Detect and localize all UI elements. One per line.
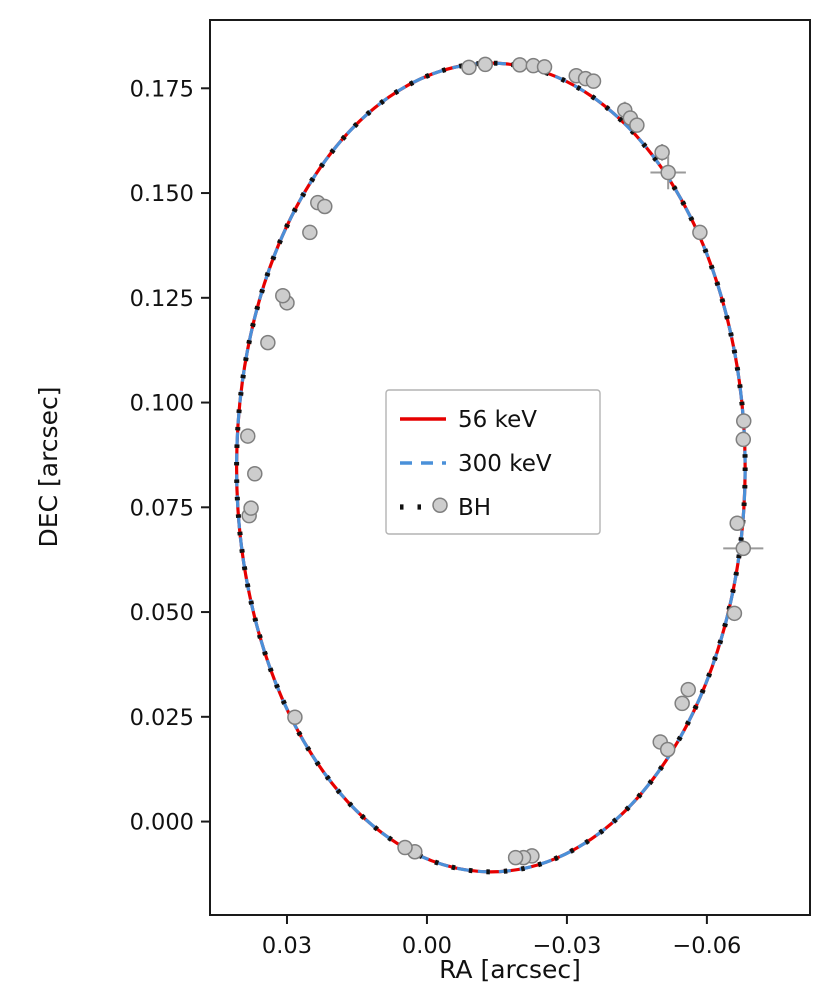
y-axis-label: DEC [arcsec] [34,387,63,548]
data-point [507,849,524,866]
legend: 56 keV 300 keV BH [385,389,601,535]
y-tick-label: 0.150 [130,181,194,207]
data-point [260,334,276,351]
x-tick-label: −0.06 [672,933,741,959]
axes-frame [209,19,811,916]
data-point [512,57,528,73]
axes: 0.03 0.00 −0.03 −0.06 0.000 0.025 0.050 0.075 0.… [130,19,811,959]
data-point [735,413,752,429]
data-point [461,59,477,76]
orbit-curve-bh [234,60,748,875]
legend-label-56kev: 56 keV [458,407,537,433]
y-tick-label: 0.075 [130,495,194,521]
data-points [240,56,764,866]
x-tick-label: 0.00 [402,933,452,959]
x-tick-label: −0.03 [532,933,601,959]
data-point [726,605,743,622]
data-point [654,144,670,161]
y-tick-label: 0.100 [130,391,194,417]
data-point [735,431,752,448]
data-point [432,497,448,513]
y-tick-label: 0.175 [130,76,194,102]
data-point [287,709,303,725]
data-point [317,198,333,215]
data-point [680,681,696,698]
data-point [735,540,752,557]
data-point [243,500,259,516]
data-point [729,515,745,531]
x-axis-label: RA [arcsec] [439,955,581,984]
data-point [397,839,413,856]
y-tick-label: 0.050 [130,600,194,626]
data-point [275,287,291,304]
data-point [247,466,263,482]
data-point [674,695,690,712]
data-point [536,59,553,75]
x-tick-label: 0.03 [262,933,312,959]
data-point [585,73,602,89]
y-tick-label: 0.025 [130,705,194,731]
legend-label-bh: BH [458,495,491,521]
data-point [302,224,318,241]
data-point [660,164,676,181]
legend-label-300kev: 300 keV [458,451,552,477]
y-tick-label: 0.000 [130,810,194,836]
y-tick-label: 0.125 [130,286,194,312]
data-point [659,741,676,758]
data-point [629,117,645,133]
data-point [240,428,256,444]
data-point [692,224,708,241]
data-point [477,56,494,73]
